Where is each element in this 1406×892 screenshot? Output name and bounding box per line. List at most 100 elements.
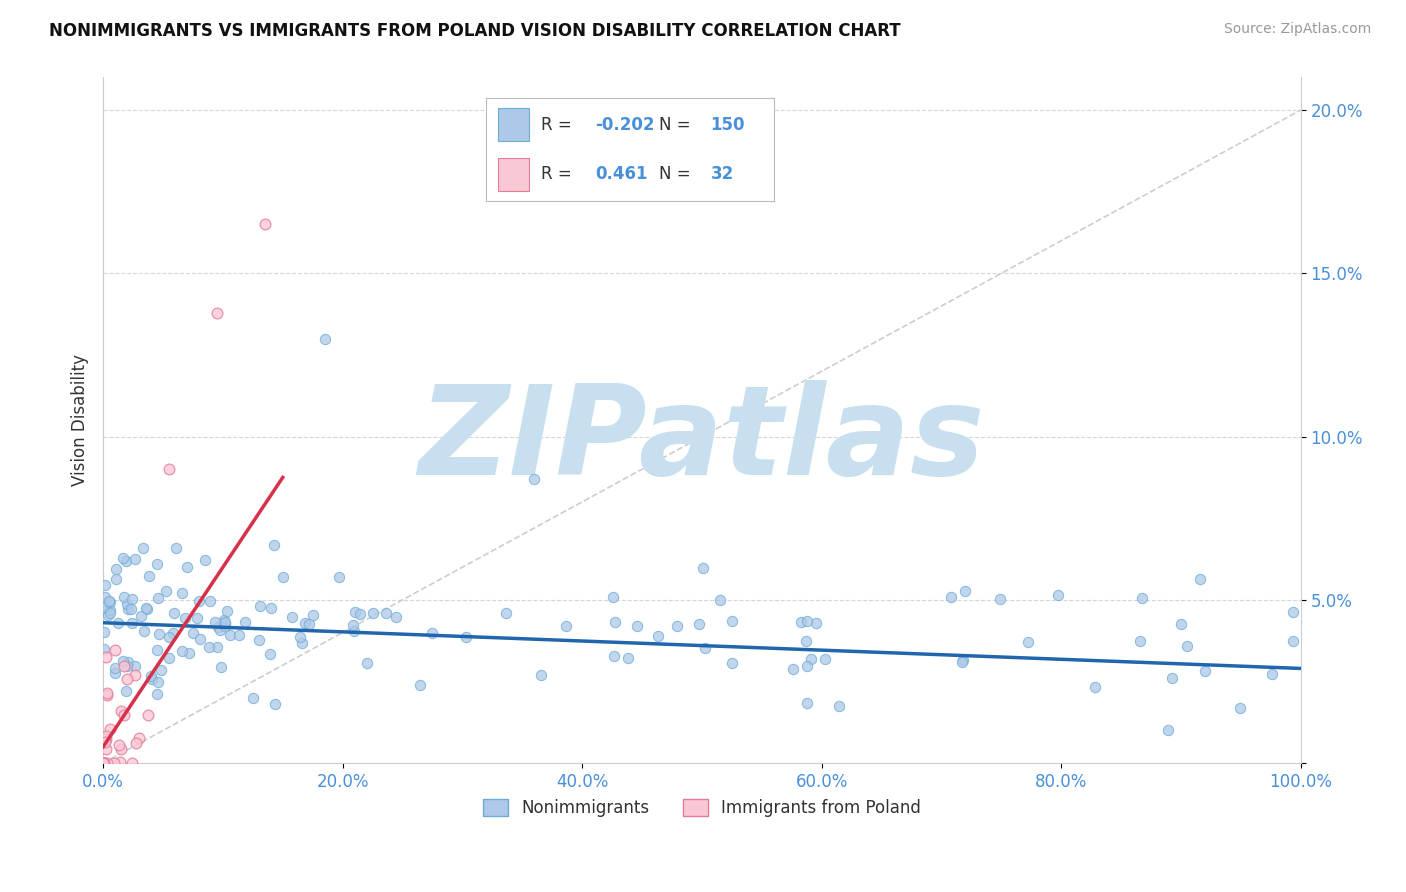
Point: [110, 705, 132, 719]
Point: [93, 756, 115, 771]
Point: [107, 615, 129, 630]
Point: [209, 660, 232, 674]
Point: [294, 615, 316, 630]
Point: [97, 608, 120, 623]
Point: [138, 569, 160, 583]
Point: [157, 462, 180, 476]
Point: [115, 598, 138, 612]
Text: ZIPatlas: ZIPatlas: [419, 380, 986, 501]
Point: [409, 677, 432, 691]
Point: [1282, 634, 1305, 648]
Point: [110, 755, 132, 769]
Point: [342, 618, 364, 632]
Point: [554, 618, 576, 632]
Point: [800, 652, 823, 666]
Point: [454, 630, 477, 644]
Point: [264, 697, 287, 711]
Point: [94, 735, 117, 749]
Point: [688, 617, 710, 632]
Point: [146, 674, 169, 689]
Point: [782, 662, 804, 676]
Point: [814, 652, 837, 666]
Point: [495, 606, 517, 620]
Point: [93, 600, 115, 615]
Point: [103, 756, 125, 771]
Point: [420, 626, 443, 640]
Point: [148, 627, 170, 641]
Point: [187, 594, 209, 608]
Point: [94, 729, 117, 743]
Point: [91, 756, 114, 771]
Point: [105, 573, 128, 587]
Point: [91, 756, 114, 771]
Text: NONIMMIGRANTS VS IMMIGRANTS FROM POLAND VISION DISABILITY CORRELATION CHART: NONIMMIGRANTS VS IMMIGRANTS FROM POLAND …: [49, 22, 901, 40]
Point: [288, 630, 311, 644]
Point: [721, 656, 744, 670]
Point: [134, 624, 156, 639]
Point: [93, 756, 115, 771]
Point: [204, 615, 226, 630]
Point: [666, 619, 689, 633]
Point: [115, 659, 138, 673]
Point: [96, 686, 118, 700]
Point: [117, 655, 139, 669]
Point: [263, 538, 285, 552]
Point: [617, 650, 640, 665]
Point: [626, 618, 648, 632]
Point: [96, 688, 118, 702]
Point: [194, 552, 217, 566]
Point: [530, 668, 553, 682]
Point: [314, 332, 336, 346]
Point: [110, 741, 132, 756]
Point: [93, 756, 115, 771]
Point: [695, 641, 717, 656]
Point: [159, 631, 181, 645]
Point: [205, 640, 228, 655]
Point: [1046, 588, 1069, 602]
Point: [349, 607, 371, 621]
Point: [253, 218, 276, 232]
Point: [124, 668, 146, 682]
Point: [343, 624, 366, 638]
Point: [1130, 591, 1153, 606]
Point: [97, 594, 120, 608]
Point: [796, 614, 818, 628]
Point: [214, 615, 236, 630]
Point: [1170, 617, 1192, 632]
Point: [1194, 664, 1216, 678]
Point: [98, 603, 121, 617]
Point: [104, 665, 127, 680]
Point: [198, 640, 221, 655]
Point: [177, 646, 200, 660]
Point: [111, 654, 134, 668]
Point: [104, 661, 127, 675]
Point: [207, 619, 229, 633]
Point: [121, 756, 143, 771]
Point: [214, 619, 236, 633]
Point: [603, 615, 626, 629]
Point: [233, 615, 256, 630]
Point: [953, 583, 976, 598]
Point: [96, 599, 118, 614]
Point: [98, 722, 121, 736]
Point: [298, 616, 321, 631]
Point: [218, 628, 240, 642]
Point: [114, 659, 136, 673]
Point: [121, 615, 143, 630]
Point: [302, 607, 325, 622]
Point: [120, 602, 142, 616]
Point: [112, 707, 135, 722]
Point: [1188, 572, 1211, 586]
Point: [172, 644, 194, 658]
Point: [200, 594, 222, 608]
Point: [794, 633, 817, 648]
Point: [217, 604, 239, 618]
Point: [135, 602, 157, 616]
Point: [212, 613, 235, 627]
Point: [249, 599, 271, 614]
Point: [165, 541, 187, 555]
Point: [115, 673, 138, 687]
Point: [259, 647, 281, 661]
Point: [149, 663, 172, 677]
Point: [162, 626, 184, 640]
